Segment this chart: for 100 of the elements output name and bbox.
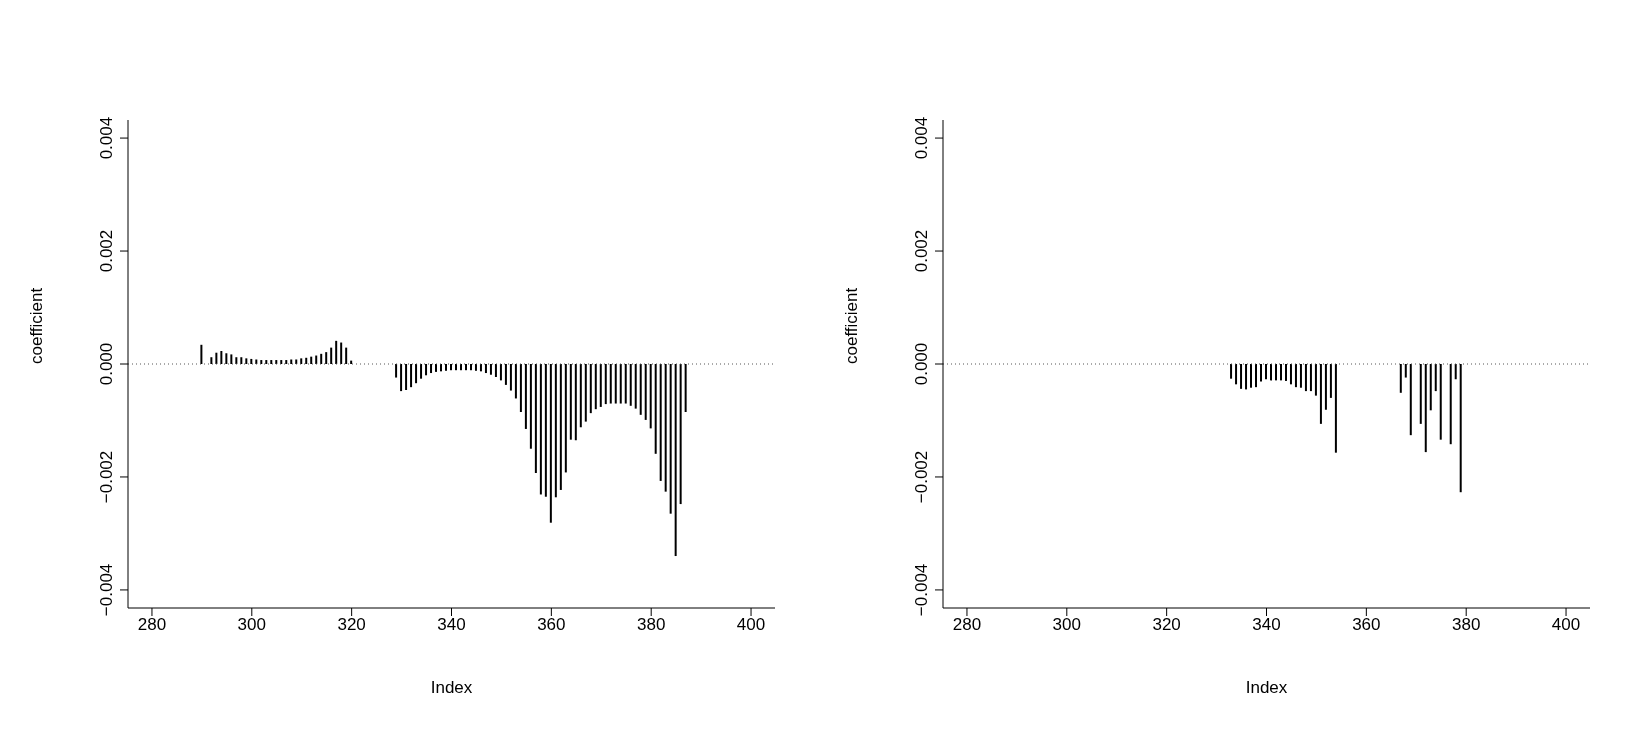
x-tick-label: 400 <box>1551 615 1581 635</box>
y-tick-label: −0.002 <box>912 450 931 504</box>
bar <box>425 364 428 376</box>
bar <box>220 351 223 364</box>
y-tick-label: 0.000 <box>912 342 931 386</box>
x-tick-label: 280 <box>137 615 167 635</box>
x-tick-label: 360 <box>1352 615 1381 635</box>
bar <box>464 364 467 371</box>
bar <box>310 356 313 364</box>
bar <box>514 364 517 399</box>
bar <box>225 353 228 364</box>
x-tick-label: 320 <box>337 615 366 635</box>
bar <box>564 364 567 473</box>
bar <box>400 364 403 392</box>
bar <box>469 364 472 371</box>
bar <box>599 364 602 407</box>
bar <box>524 364 527 429</box>
y-axis-title: coefficient <box>27 287 47 364</box>
bar <box>684 364 687 413</box>
bar <box>474 364 477 371</box>
bar <box>395 364 398 378</box>
bar <box>634 364 637 409</box>
bar <box>320 353 323 364</box>
bar <box>494 364 497 377</box>
bar <box>345 347 348 364</box>
bar <box>300 358 303 364</box>
bar <box>200 344 203 364</box>
bar <box>614 364 617 404</box>
x-tick-label: 360 <box>537 615 566 635</box>
y-tick-label: 0.002 <box>97 229 116 273</box>
bar <box>504 364 507 385</box>
bar <box>529 364 532 449</box>
bar <box>544 364 547 497</box>
bar <box>639 364 642 415</box>
bar <box>574 364 577 441</box>
y-tick-label: 0.004 <box>97 116 116 160</box>
bar <box>415 364 418 384</box>
bar <box>270 360 273 364</box>
bar <box>624 364 627 404</box>
y-tick-label: −0.004 <box>912 563 931 617</box>
bar <box>629 364 632 406</box>
bar <box>569 364 572 440</box>
bar <box>589 364 592 414</box>
bar <box>215 352 218 364</box>
x-tick-label: 300 <box>1052 615 1081 635</box>
bar <box>669 364 672 514</box>
bar <box>305 357 308 364</box>
bar <box>679 364 682 505</box>
bar <box>604 364 607 405</box>
x-tick-label: 300 <box>237 615 266 635</box>
bar <box>579 364 582 428</box>
bar <box>489 364 492 375</box>
bar <box>649 364 652 429</box>
x-tick-label: 400 <box>736 615 766 635</box>
bar <box>410 364 413 388</box>
bar <box>325 352 328 364</box>
bar <box>554 364 557 498</box>
y-tick-label: 0.000 <box>97 342 116 386</box>
y-tick-label: 0.004 <box>912 116 931 160</box>
bar <box>265 360 268 364</box>
y-tick-label: 0.002 <box>912 229 931 273</box>
bar <box>549 364 552 523</box>
bar <box>335 340 338 364</box>
bar <box>459 364 462 371</box>
bar <box>455 364 457 371</box>
bar <box>240 357 243 364</box>
bar <box>509 364 512 391</box>
bar <box>619 364 622 404</box>
bar <box>659 364 662 481</box>
bar <box>210 357 213 364</box>
bar <box>330 347 333 364</box>
y-axis-title: coefficient <box>842 287 862 364</box>
x-axis-title: Index <box>1245 678 1288 697</box>
bar <box>235 357 238 364</box>
bar <box>405 364 408 390</box>
x-tick-label: 340 <box>437 615 466 635</box>
bar <box>484 364 487 374</box>
x-tick-label: 340 <box>1252 615 1281 635</box>
x-tick-label: 280 <box>952 615 982 635</box>
bar <box>255 359 258 364</box>
bar <box>445 364 448 371</box>
bar <box>534 364 537 474</box>
bar <box>450 364 452 371</box>
bar <box>285 360 288 364</box>
bar <box>245 358 248 364</box>
bar <box>664 364 667 492</box>
bar <box>559 364 562 490</box>
bar <box>420 364 423 379</box>
y-tick-label: −0.004 <box>97 563 116 617</box>
x-tick-label: 380 <box>637 615 666 635</box>
bar <box>499 364 502 381</box>
bar <box>644 364 647 420</box>
bar <box>250 358 253 364</box>
bar <box>435 364 438 372</box>
bar <box>539 364 542 495</box>
bar <box>519 364 522 413</box>
bar <box>584 364 587 422</box>
bar <box>340 342 343 364</box>
bar <box>609 364 612 404</box>
x-tick-label: 380 <box>1452 615 1481 635</box>
